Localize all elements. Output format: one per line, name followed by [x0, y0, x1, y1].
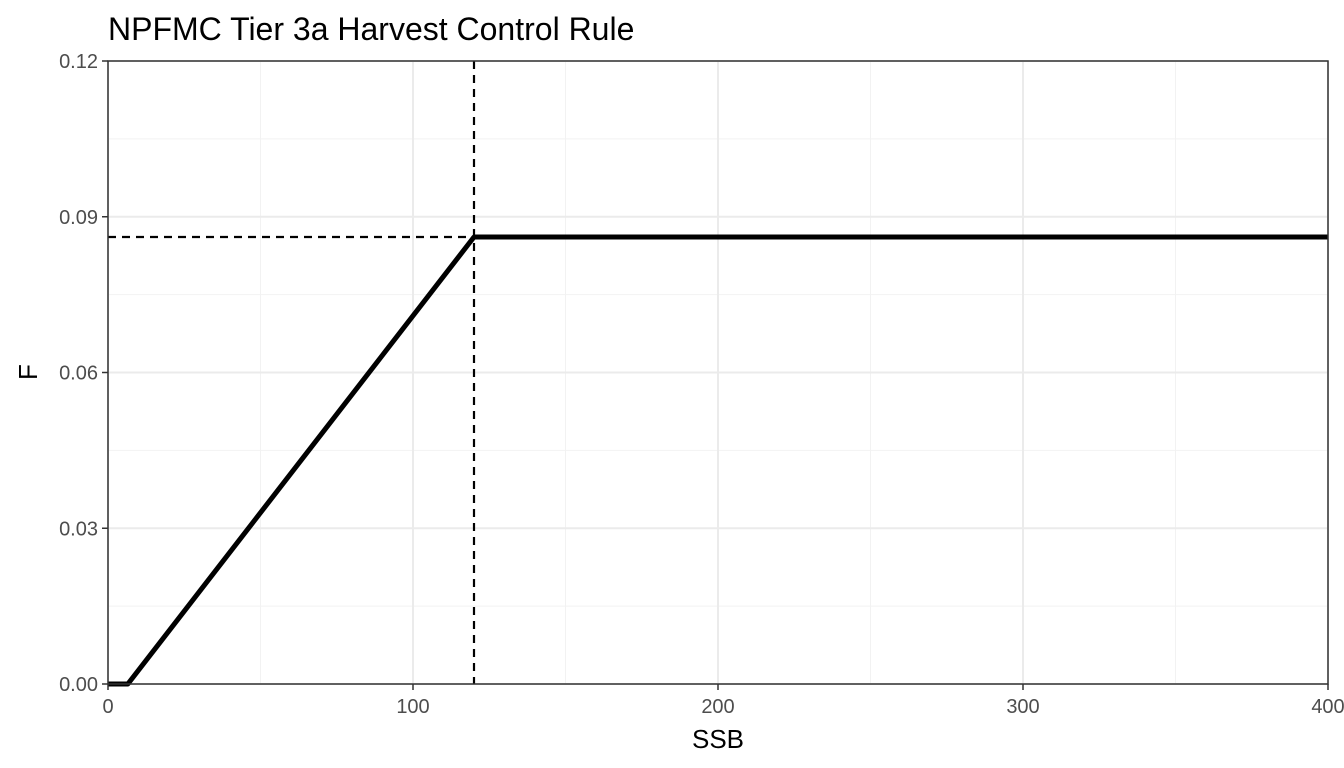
x-axis-title: SSB	[692, 724, 744, 754]
plot-area: 0 100 200 300 400 0.00 0.03 0.06 0.09 0.12	[59, 51, 1344, 718]
x-tick-label: 200	[701, 696, 734, 718]
x-tick-label: 400	[1311, 696, 1344, 718]
x-tick-label: 100	[396, 696, 429, 718]
y-tick-label: 0.03	[59, 518, 98, 540]
x-tick-label: 300	[1006, 696, 1039, 718]
y-axis-title: F	[13, 364, 43, 380]
y-tick-label: 0.06	[59, 363, 98, 385]
y-tick-label: 0.12	[59, 51, 98, 73]
chart-title: NPFMC Tier 3a Harvest Control Rule	[108, 11, 634, 47]
y-tick-label: 0.09	[59, 207, 98, 229]
y-tick-label: 0.00	[59, 674, 98, 696]
x-tick-label: 0	[102, 696, 113, 718]
